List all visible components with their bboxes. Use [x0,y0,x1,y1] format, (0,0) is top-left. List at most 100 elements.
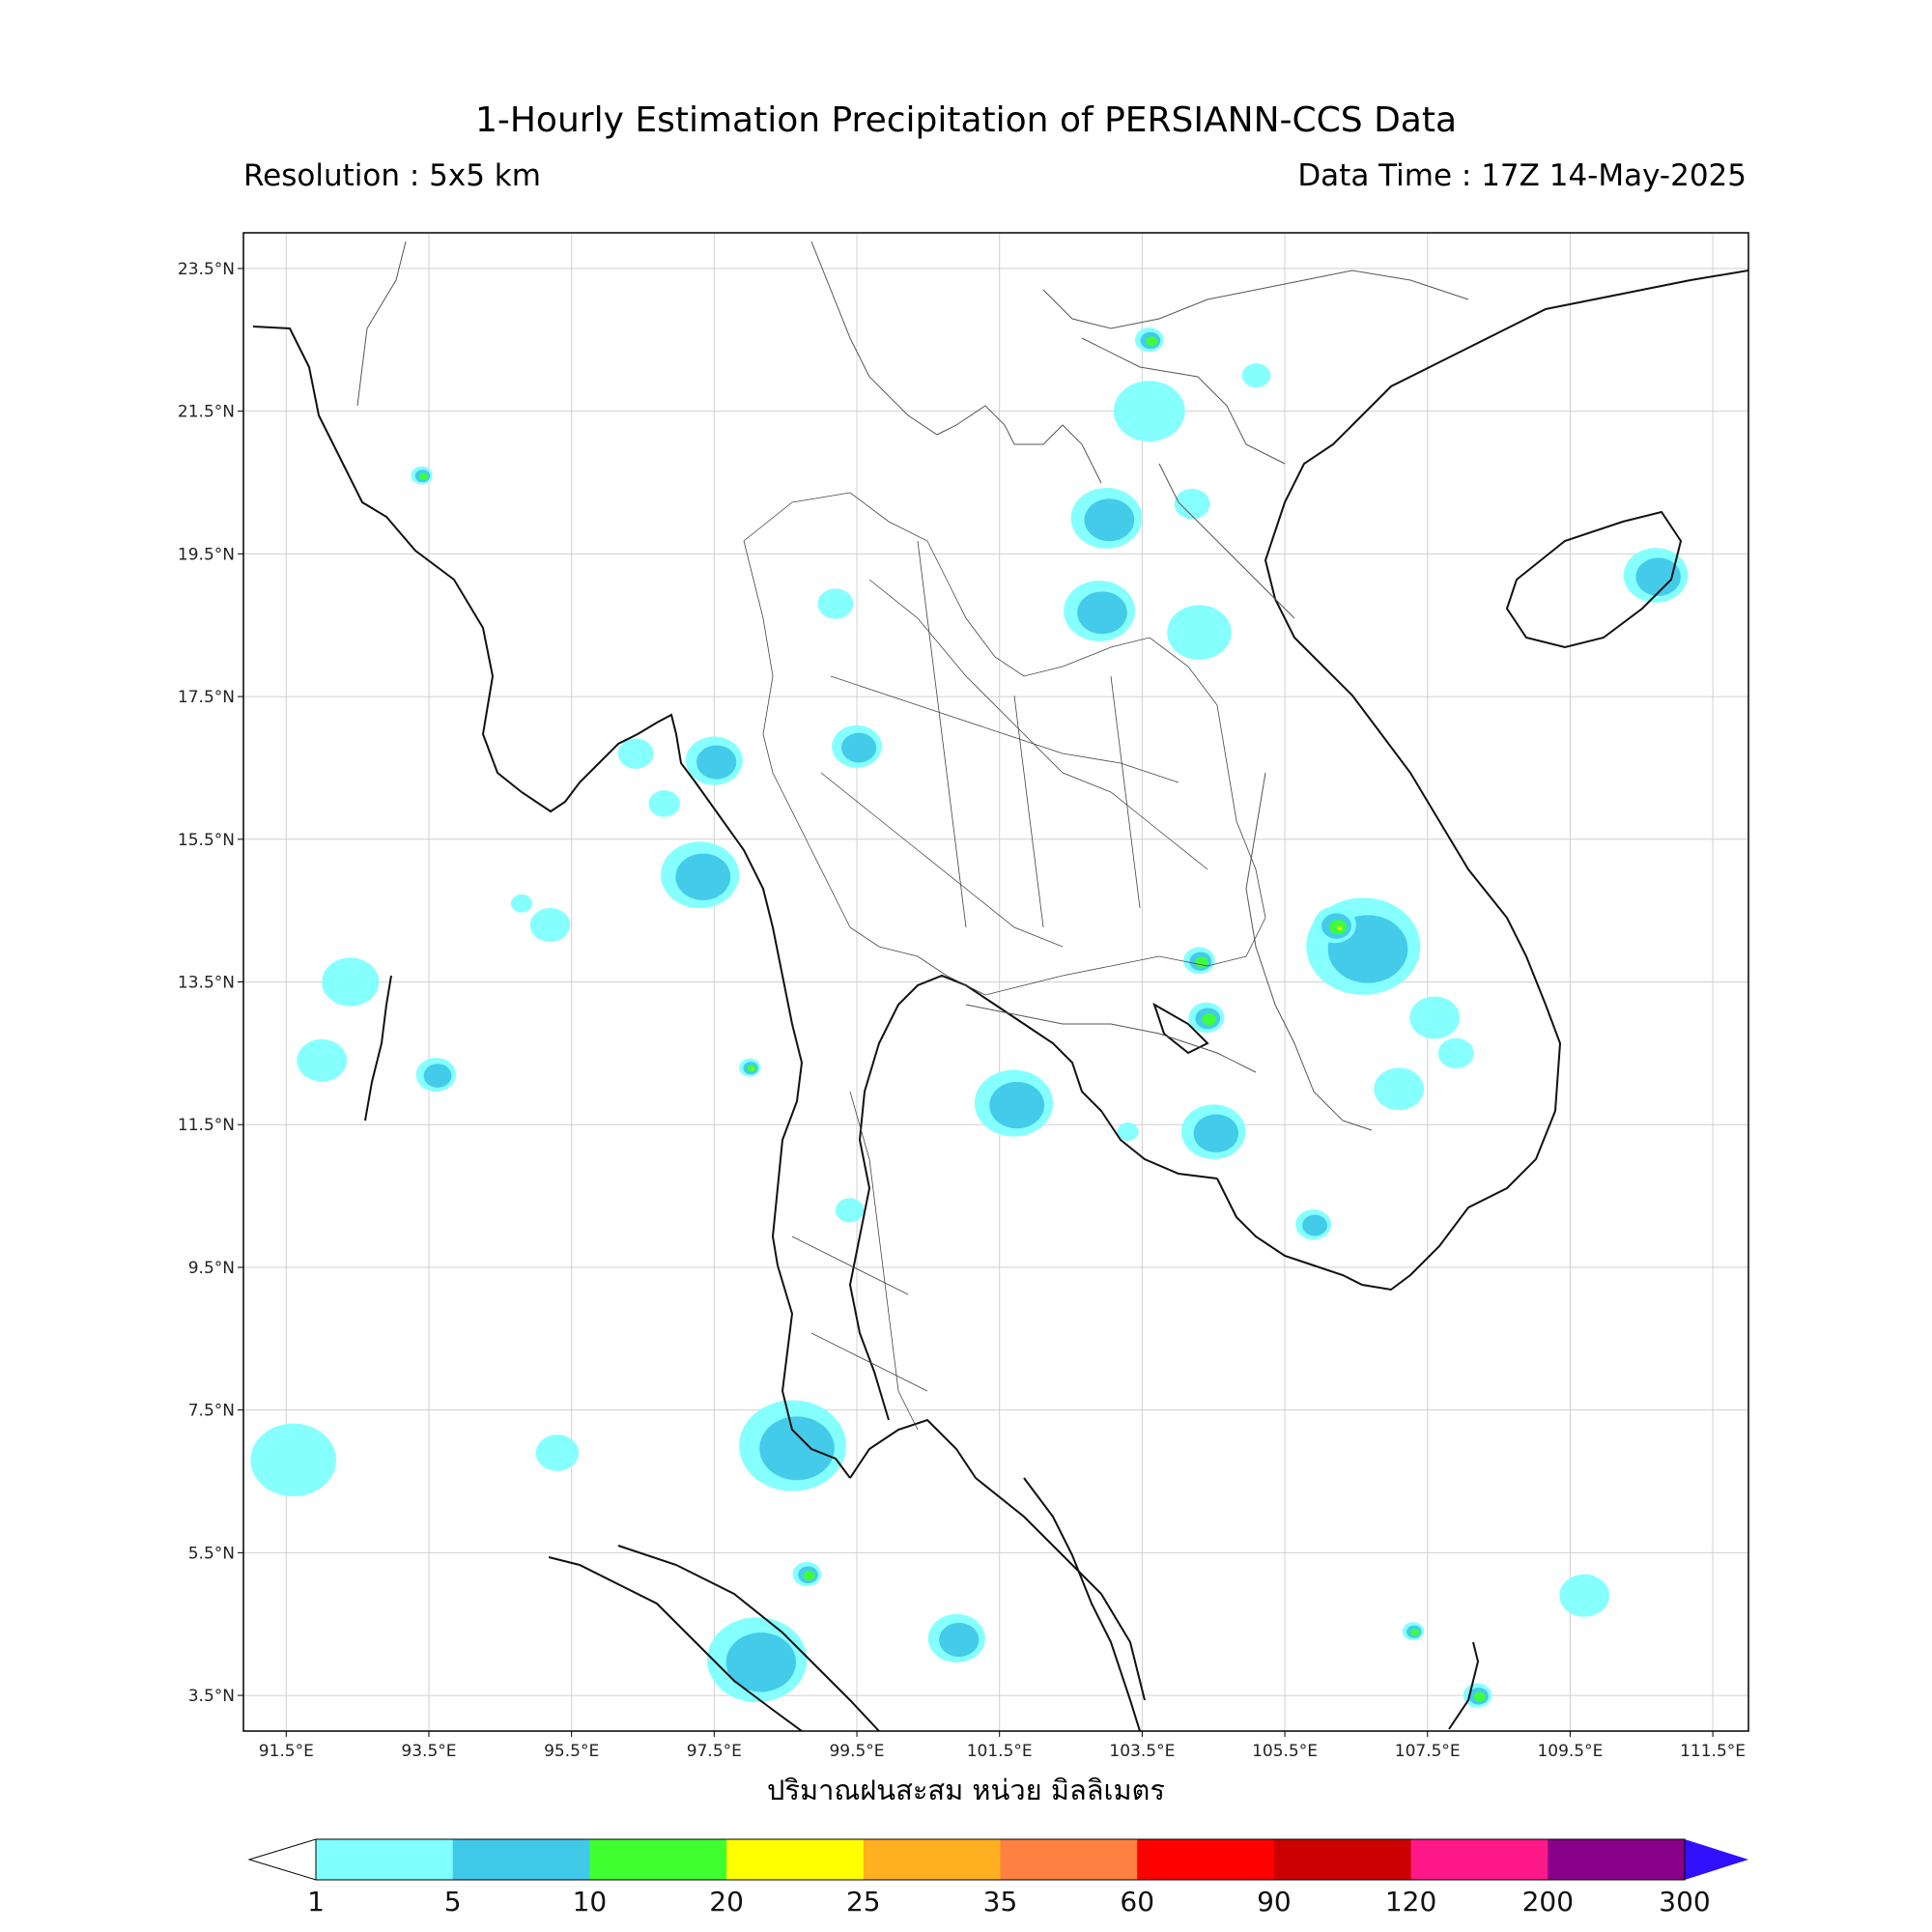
coastline-tonlesap [1152,1002,1209,1055]
rain-cell [1374,1067,1425,1111]
lon-tick-label: 101.5°E [967,1742,1033,1761]
coastline-borneo [1448,1641,1480,1730]
gridlines [243,233,1748,1731]
colorbar-tick-label: 200 [1522,1886,1574,1918]
rain-cell [1134,327,1164,353]
colorbar-tick-label: 120 [1385,1886,1436,1918]
lat-tick-label: 23.5°N [178,260,235,279]
country-borders [356,241,1469,1131]
rain-cell [1463,1683,1492,1708]
lat-tick-label: 21.5°N [178,403,235,422]
rain-cell [1409,996,1460,1039]
rain-cell [1070,488,1143,549]
rain-cell [617,738,654,769]
rain-cell [1188,1002,1225,1034]
rain-cell [835,1198,865,1223]
lon-tick-label: 97.5°E [687,1742,742,1761]
latitude-ticks: 23.5°N 21.5°N 19.5°N 17.5°N 15.5°N 13.5°N 11.5… [178,260,243,1706]
lat-tick-label: 5.5°N [188,1544,235,1563]
map-title: 1-Hourly Estimation Precipitation of PER… [474,100,1458,140]
colorbar-segment [452,1839,590,1880]
colorbar-segment [1137,1839,1275,1880]
rain-cell [1180,1104,1246,1159]
lat-tick-label: 7.5°N [188,1402,235,1421]
coastline-hainan [1505,510,1683,649]
rain-cell [529,907,571,942]
rain-cell [927,1613,985,1663]
rain-cell [1313,906,1356,944]
coastline-gulf [849,1418,1146,1701]
colorbar-outline [315,1838,1686,1881]
lon-tick-label: 91.5°E [259,1742,314,1761]
coastline-sumatra [548,1556,803,1731]
rain-cell [1295,1208,1332,1240]
colorbar-segment [863,1839,1001,1880]
coastlines [252,270,1748,1731]
rain-cell [817,588,854,619]
rain-cell [510,894,533,913]
rain-cell [792,1561,822,1587]
lon-tick-label: 103.5°E [1109,1742,1175,1761]
lat-tick-label: 15.5°N [178,831,235,850]
lat-tick-label: 9.5°N [188,1259,235,1278]
lat-tick-label: 3.5°N [188,1687,235,1706]
rain-cell [1241,363,1271,388]
rain-cell [706,1617,808,1703]
lat-tick-label: 11.5°N [178,1116,235,1135]
rain-cell [685,736,743,785]
colorbar-segment [589,1839,727,1880]
colorbar-tick-label: 300 [1659,1886,1710,1918]
coastline-vietnam [1216,270,1748,1292]
lon-tick-label: 105.5°E [1252,1742,1318,1761]
rain-cell [1117,1122,1139,1142]
data-time-label: Data Time : 17Z 14-May-2025 [1297,158,1747,193]
colorbar: 1 5 10 20 25 35 60 90 120 200 300 [247,1838,1748,1918]
rain-cell [1174,488,1210,520]
coastline-andaman [364,975,392,1122]
lon-tick-label: 99.5°E [829,1742,884,1761]
coastline-malaysia [1023,1477,1141,1731]
rain-cell [1064,581,1135,641]
colorbar-segment [726,1839,865,1880]
coastline-sumatra-east [617,1545,880,1731]
lon-tick-label: 95.5°E [544,1742,599,1761]
rain-cell [411,466,433,485]
colorbar-under-arrow [247,1838,317,1881]
rain-cell [832,724,882,768]
colorbar-unit-label: ปริมาณฝนสะสม หน่วย มิลลิเมตร [767,1774,1165,1806]
colorbar-segment [1000,1839,1138,1880]
lat-tick-label: 17.5°N [178,688,235,707]
rain-cell [739,1058,761,1077]
rain-cell [1167,605,1232,660]
colorbar-tick-label: 60 [1120,1886,1154,1918]
rain-cell [974,1069,1054,1137]
rain-cell [1183,947,1215,975]
resolution-label: Resolution : 5x5 km [243,158,541,193]
colorbar-tick-label: 1 [307,1886,325,1918]
lon-tick-label: 93.5°E [401,1742,456,1761]
colorbar-tick-label: 20 [709,1886,744,1918]
rain-cell [415,1057,457,1093]
colorbar-segment [1548,1839,1686,1880]
thailand-province-outline [743,492,1266,1431]
colorbar-tick-label: 10 [573,1886,608,1918]
rain-cell [739,1400,846,1492]
rain-cell [1113,381,1185,442]
lon-tick-label: 109.5°E [1537,1742,1603,1761]
rain-overlay [250,327,1689,1708]
colorbar-over-arrow [1685,1839,1748,1880]
lon-tick-label: 107.5°E [1395,1742,1461,1761]
longitude-ticks: 91.5°E 93.5°E 95.5°E 97.5°E 99.5°E 101.5°E 103… [259,1731,1746,1761]
coastline-myanmar [252,326,804,1266]
colorbar-tick-label: 5 [444,1886,462,1918]
colorbar-segment [1410,1839,1548,1880]
rain-cell [250,1423,336,1497]
rain-cell [535,1435,580,1471]
rain-cell [648,790,680,817]
coastline-gulf-upper [848,974,1218,1421]
lat-tick-label: 19.5°N [178,545,235,564]
rain-cell [1402,1622,1425,1641]
rain-cell [660,841,740,909]
rain-cell [322,957,380,1007]
